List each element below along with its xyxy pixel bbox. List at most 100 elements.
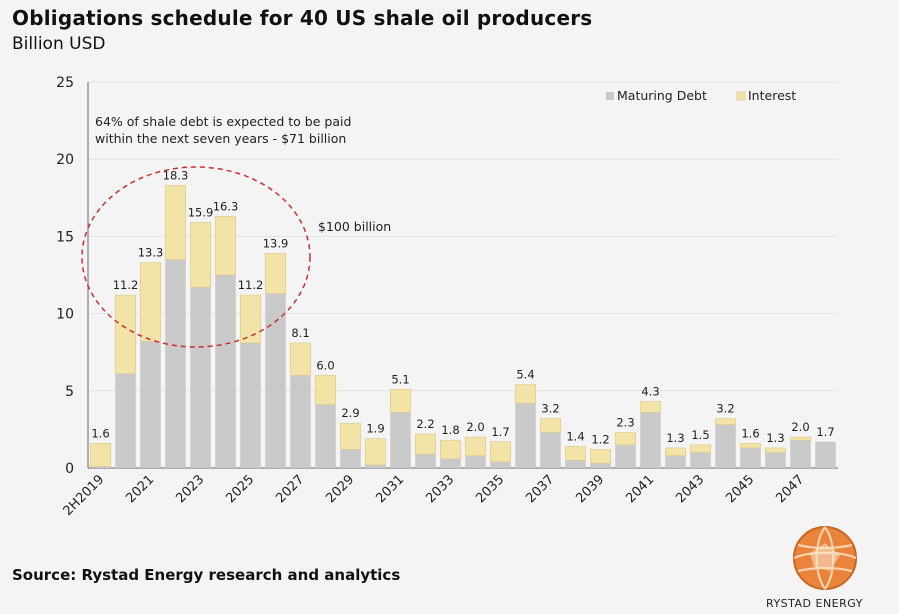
- bar-interest: [614, 432, 637, 446]
- bar-maturing-debt: [565, 460, 586, 468]
- bar-total-label: 1.6: [91, 426, 109, 440]
- bar-interest: [439, 439, 462, 460]
- bar-total-label: 1.6: [741, 426, 759, 440]
- bar-maturing-debt: [265, 293, 286, 468]
- bar-interest: [739, 442, 762, 449]
- bar-interest: [464, 436, 487, 456]
- x-tick-label: 2039: [573, 472, 607, 506]
- bar-maturing-debt: [215, 275, 236, 468]
- x-tick-label: 2033: [423, 472, 457, 506]
- bar-total-label: 1.3: [666, 431, 684, 445]
- bar-maturing-debt: [315, 404, 336, 468]
- bar-interest: [214, 216, 237, 276]
- bar-total-label: 2.0: [791, 420, 809, 434]
- x-tick-label: 2041: [623, 472, 657, 506]
- bar-interest: [139, 262, 162, 342]
- bar-maturing-debt: [340, 449, 361, 468]
- x-tick-label: 2035: [473, 472, 507, 506]
- bar-total-label: 1.5: [691, 428, 709, 442]
- bar-total-label: 6.0: [316, 358, 334, 372]
- bar-interest: [289, 342, 312, 376]
- bar-total-label: 11.2: [238, 278, 264, 292]
- bar-total-label: 3.2: [541, 402, 559, 416]
- bar-maturing-debt: [690, 452, 711, 468]
- annotation-line-1: 64% of shale debt is expected to be paid: [95, 114, 351, 129]
- source-note: Source: Rystad Energy research and analy…: [12, 566, 401, 584]
- bar-total-label: 2.0: [466, 420, 484, 434]
- bar-total-label: 1.7: [816, 425, 834, 439]
- bar-maturing-debt: [490, 461, 511, 468]
- bar-total-label: 1.2: [591, 432, 609, 446]
- x-tick-label: 2043: [673, 472, 707, 506]
- bar-total-label: 2.9: [341, 406, 359, 420]
- annotation-circle-label: $100 billion: [318, 219, 391, 234]
- bar-interest: [764, 447, 787, 453]
- chart-subtitle: Billion USD: [12, 34, 106, 54]
- bar-total-label: 4.3: [641, 385, 659, 399]
- rystad-logo-icon: [793, 526, 857, 590]
- bar-interest: [514, 384, 537, 404]
- bar-total-label: 2.3: [616, 415, 634, 429]
- bar-maturing-debt: [615, 444, 636, 468]
- bar-maturing-debt: [540, 432, 561, 468]
- y-tick-label: 15: [56, 229, 74, 245]
- bar-total-label: 18.3: [163, 168, 189, 182]
- bar-interest: [414, 433, 437, 455]
- bar-interest: [364, 438, 387, 466]
- bar-maturing-debt: [765, 452, 786, 468]
- bar-maturing-debt: [165, 259, 186, 468]
- bar-total-label: 13.3: [138, 246, 164, 260]
- x-tick-label: 2021: [123, 472, 157, 506]
- bar-interest: [314, 375, 337, 405]
- y-tick-label: 25: [56, 75, 74, 91]
- bar-maturing-debt: [240, 342, 261, 468]
- bar-total-label: 15.9: [188, 206, 214, 220]
- y-tick-label: 10: [56, 307, 74, 323]
- bar-maturing-debt: [590, 463, 611, 468]
- bar-interest: [589, 449, 612, 464]
- bar-maturing-debt: [465, 455, 486, 468]
- y-tick-label: 0: [65, 461, 74, 477]
- bar-maturing-debt: [415, 454, 436, 468]
- bar-maturing-debt: [640, 412, 661, 468]
- bar-maturing-debt: [665, 455, 686, 468]
- bar-maturing-debt: [740, 447, 761, 468]
- bar-maturing-debt: [390, 412, 411, 468]
- bar-total-label: 13.9: [263, 236, 289, 250]
- x-tick-label: 2037: [523, 472, 557, 506]
- bar-maturing-debt: [140, 341, 161, 468]
- bar-total-label: 2.2: [416, 417, 434, 431]
- bar-maturing-debt: [115, 373, 136, 468]
- bar-interest: [689, 444, 712, 453]
- bar-maturing-debt: [190, 287, 211, 468]
- bar-interest: [639, 401, 662, 413]
- bar-total-label: 11.2: [113, 278, 139, 292]
- bar-maturing-debt: [715, 424, 736, 468]
- x-tick-label: 2027: [273, 472, 307, 506]
- bar-interest: [239, 294, 262, 344]
- legend-label-maturing-debt: Maturing Debt: [617, 88, 707, 103]
- legend-swatch-maturing-debt: [606, 92, 614, 100]
- bar-interest: [114, 294, 137, 375]
- legend-label-interest: Interest: [748, 88, 796, 103]
- bar-interest: [89, 442, 112, 467]
- bar-total-label: 5.4: [516, 368, 534, 382]
- x-tick-label: 2025: [223, 472, 257, 506]
- bar-interest: [789, 436, 812, 441]
- bar-total-label: 1.9: [366, 422, 384, 436]
- bar-maturing-debt: [790, 440, 811, 468]
- bar-maturing-debt: [815, 441, 836, 468]
- bar-interest: [339, 422, 362, 450]
- bar-interest: [664, 447, 687, 456]
- bar-interest: [539, 418, 562, 433]
- bar-total-label: 3.2: [716, 402, 734, 416]
- bar-interest: [389, 388, 412, 413]
- bar-total-label: 16.3: [213, 199, 239, 213]
- bar-maturing-debt: [365, 464, 386, 468]
- legend-swatch-interest: [736, 91, 746, 101]
- bar-total-label: 5.1: [391, 372, 409, 386]
- y-tick-label: 20: [56, 152, 74, 168]
- x-tick-label: 2045: [723, 472, 757, 506]
- logo-text: RYSTAD ENERGY: [766, 597, 863, 610]
